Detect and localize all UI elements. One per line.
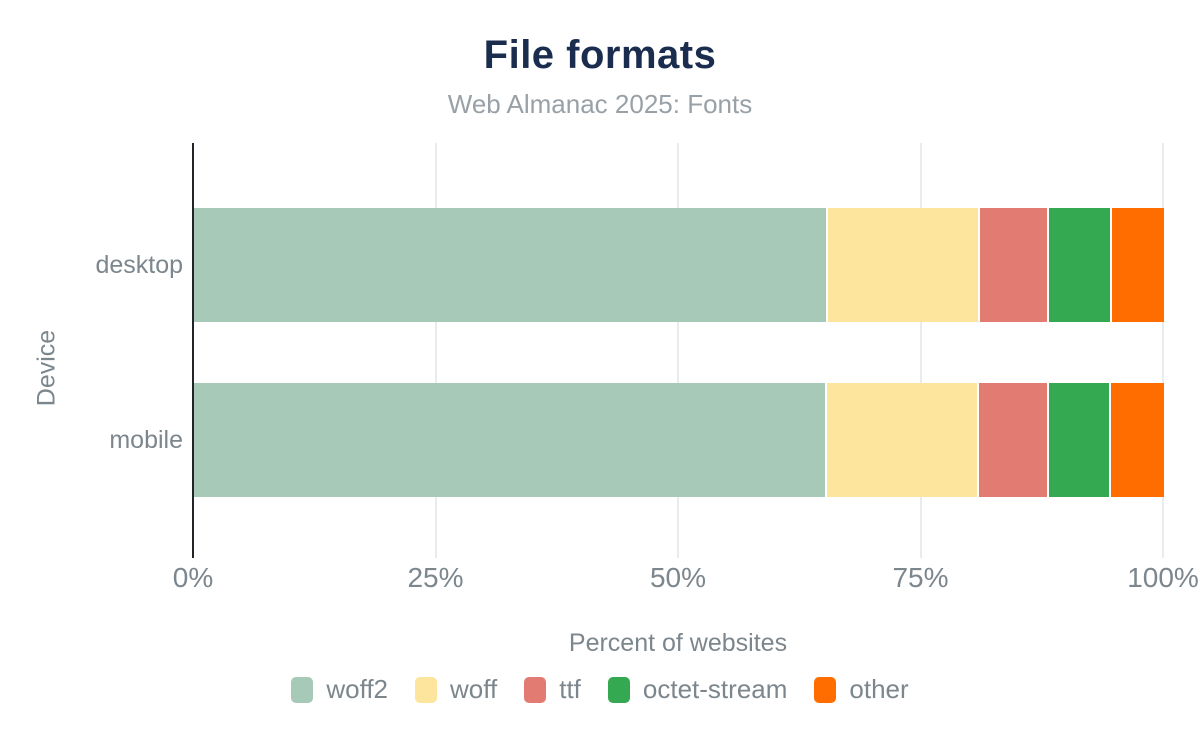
legend-item-woff[interactable]: woff <box>415 674 497 705</box>
legend-item-ttf[interactable]: ttf <box>524 674 581 705</box>
x-tick-label-100: 100% <box>1127 562 1199 593</box>
category-label-desktop: desktop <box>95 250 183 279</box>
legend-item-octet-stream[interactable]: octet-stream <box>607 674 788 705</box>
legend-swatch-woff <box>415 676 438 703</box>
bar-segment-ttf-mobile[interactable] <box>976 383 1047 497</box>
bar-segment-woff2-desktop[interactable] <box>194 208 827 322</box>
gridline-50 <box>677 143 679 558</box>
x-tick-label-25: 25% <box>407 562 464 593</box>
bar-segment-other-desktop[interactable] <box>1109 208 1164 322</box>
x-axis-tick-labels: 0% 25% 50% 75% 100% <box>173 562 1199 596</box>
legend-item-woff2[interactable]: woff2 <box>291 674 388 705</box>
x-tick-label-0: 0% <box>172 562 214 593</box>
bar-segment-octet-stream-mobile[interactable] <box>1046 383 1109 497</box>
legend-swatch-other <box>814 676 837 703</box>
gridline-100 <box>1162 143 1164 558</box>
bar-desktop: desktop <box>95 208 1164 322</box>
legend-label-woff: woff <box>450 674 498 704</box>
bar-mobile: mobile <box>109 383 1164 497</box>
legend-label-other: other <box>849 674 909 704</box>
plot-area: desktop mobile <box>95 143 1164 558</box>
x-tick-label-75: 75% <box>892 562 949 593</box>
bar-segment-woff-mobile[interactable] <box>825 383 977 497</box>
category-label-mobile: mobile <box>109 425 183 454</box>
bar-segment-woff-desktop[interactable] <box>826 208 978 322</box>
legend-item-other[interactable]: other <box>814 674 909 705</box>
legend-swatch-ttf <box>524 676 547 703</box>
x-axis-title: Percent of websites <box>568 629 788 657</box>
bar-segment-other-mobile[interactable] <box>1108 383 1164 497</box>
gridline-75 <box>919 143 922 558</box>
legend-label-ttf: ttf <box>559 674 581 704</box>
legend-label-octet-stream: octet-stream <box>642 674 788 704</box>
chart-subtitle: Web Almanac 2025: Fonts <box>447 89 753 119</box>
gridline-25 <box>434 143 437 558</box>
legend-swatch-octet-stream <box>607 676 630 703</box>
legend: woff2 woff ttf octet-stream other <box>0 674 1200 705</box>
bar-segment-woff2-mobile[interactable] <box>194 383 826 497</box>
legend-swatch-woff2 <box>291 676 314 703</box>
y-axis-line <box>192 143 194 558</box>
bar-segment-ttf-desktop[interactable] <box>977 208 1047 322</box>
x-tick-label-50: 50% <box>649 562 707 593</box>
y-axis-title: Device <box>32 329 61 407</box>
legend-label-woff2: woff2 <box>326 674 389 704</box>
chart-title: File formats <box>483 33 717 77</box>
bar-segment-octet-stream-desktop[interactable] <box>1046 208 1110 322</box>
